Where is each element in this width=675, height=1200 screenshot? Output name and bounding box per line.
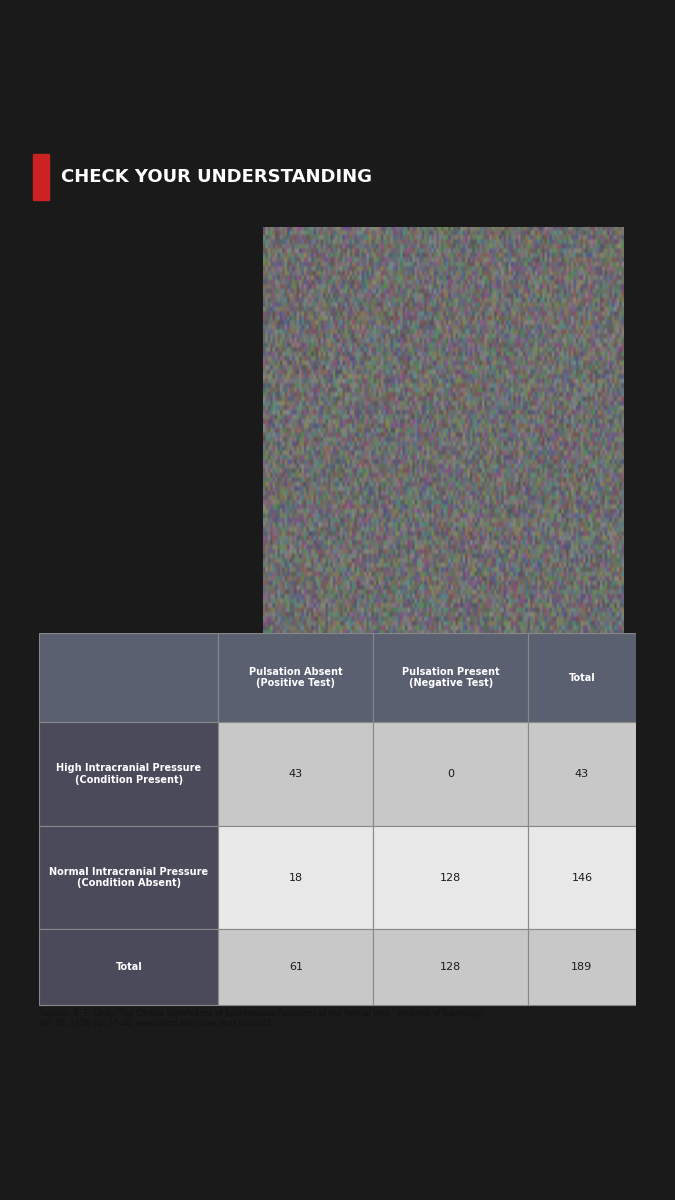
Text: High intracranial pressure
(inside the skull) typically is a
result of an injury: High intracranial pressure (inside the s…	[39, 235, 217, 400]
Bar	[218, 722, 373, 826]
Bar	[373, 634, 529, 722]
Text: Pulsation Absent
(Positive Test): Pulsation Absent (Positive Test)	[249, 667, 343, 689]
Bar	[529, 634, 636, 722]
Bar	[373, 930, 529, 1004]
Text: 0: 0	[448, 769, 454, 779]
Bar	[529, 930, 636, 1004]
Text: 61: 61	[289, 962, 303, 972]
Bar	[33, 154, 49, 200]
Text: 128: 128	[440, 962, 462, 972]
Text: Normal Intracranial Pressure
(Condition Absent): Normal Intracranial Pressure (Condition …	[49, 866, 209, 888]
Bar	[373, 722, 529, 826]
Text: High Intracranial Pressure
(Condition Present): High Intracranial Pressure (Condition Pr…	[56, 763, 201, 785]
Text: 189: 189	[571, 962, 593, 972]
Text: 146: 146	[571, 872, 593, 883]
Bar	[39, 826, 218, 930]
Text: 43: 43	[575, 769, 589, 779]
Bar	[39, 634, 218, 722]
Bar	[39, 722, 218, 826]
Text: Sources: B. E. Love, "The Clinical Significance of Spontaneous Pulsations of the: Sources: B. E. Love, "The Clinical Signi…	[39, 1009, 485, 1028]
Bar	[218, 634, 373, 722]
Text: Pulsation Present
(Negative Test): Pulsation Present (Negative Test)	[402, 667, 500, 689]
Bar	[218, 930, 373, 1004]
Text: 18: 18	[289, 872, 303, 883]
Text: Total: Total	[568, 673, 595, 683]
Bar	[529, 722, 636, 826]
Bar	[218, 826, 373, 930]
Text: CHECK YOUR UNDERSTANDING: CHECK YOUR UNDERSTANDING	[61, 168, 372, 186]
Text: Total: Total	[115, 962, 142, 972]
Bar	[39, 930, 218, 1004]
Text: 128: 128	[440, 872, 462, 883]
Text: 43: 43	[289, 769, 303, 779]
Bar	[529, 826, 636, 930]
Text: Pulsation is normal and so would be considered a negative test result.: Pulsation is normal and so would be cons…	[39, 604, 456, 613]
Bar	[373, 826, 529, 930]
